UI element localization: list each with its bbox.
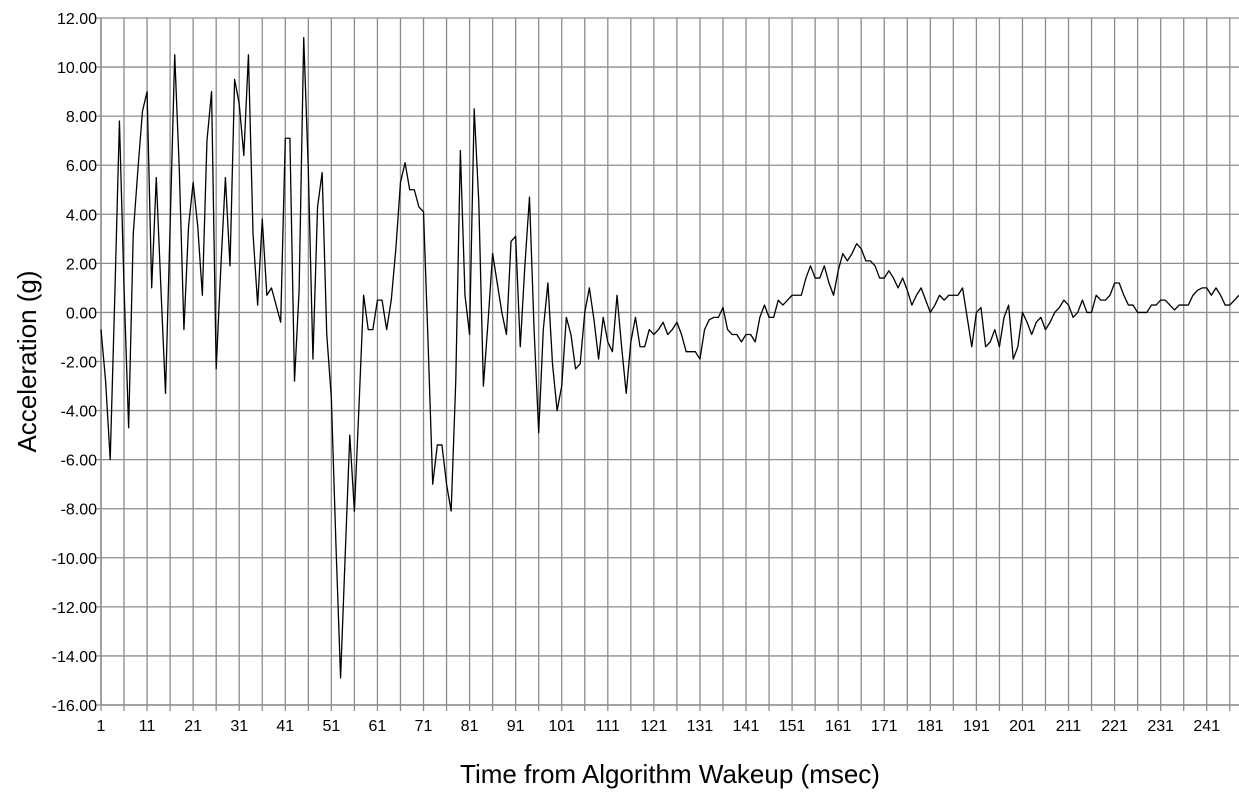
x-tick-label: 1: [97, 718, 106, 735]
x-tick-label: 31: [230, 718, 248, 735]
x-tick-label: 101: [548, 718, 575, 735]
y-tick-label: -8.00: [61, 502, 98, 519]
y-tick-label: 12.00: [57, 11, 97, 28]
x-tick-label: 151: [779, 718, 806, 735]
x-axis-ticks: 1 11 21 31 41 51 61 71 81 91 101 111 121 131 141 151 161…: [97, 705, 1231, 735]
y-axis-ticks: 12.00 10.00 8.00 6.00 4.00 2.00 0.00 -2.00 -4.00…: [52, 11, 101, 715]
y-tick-label: 0.00: [66, 305, 97, 322]
y-tick-label: 4.00: [66, 207, 97, 224]
x-tick-label: 61: [369, 718, 387, 735]
y-tick-label: 8.00: [66, 109, 97, 126]
y-tick-label: -10.00: [52, 551, 97, 568]
series-layer: [100, 36, 1239, 679]
y-axis-title: Acceleration (g): [12, 270, 42, 452]
acceleration-series-line: [100, 36, 1239, 679]
x-tick-label: 71: [415, 718, 433, 735]
x-tick-label: 231: [1147, 718, 1174, 735]
x-tick-label: 41: [276, 718, 294, 735]
x-tick-label: 131: [687, 718, 714, 735]
grid-layer: [100, 17, 1239, 706]
y-tick-label: 2.00: [66, 256, 97, 273]
x-tick-label: 81: [461, 718, 479, 735]
x-tick-label: 221: [1101, 718, 1128, 735]
y-tick-label: -12.00: [52, 600, 97, 617]
x-tick-label: 141: [733, 718, 760, 735]
x-tick-label: 51: [322, 718, 340, 735]
x-tick-label: 111: [596, 718, 620, 735]
x-tick-label: 201: [1009, 718, 1036, 735]
x-tick-label: 21: [184, 718, 202, 735]
y-tick-label: -6.00: [61, 453, 98, 470]
x-tick-label: 161: [825, 718, 852, 735]
x-tick-label: 121: [641, 718, 668, 735]
x-tick-label: 171: [871, 718, 898, 735]
x-tick-label: 181: [917, 718, 944, 735]
x-tick-label: 241: [1193, 718, 1220, 735]
y-tick-label: -4.00: [61, 404, 98, 421]
x-axis-title: Time from Algorithm Wakeup (msec): [460, 759, 880, 789]
y-tick-label: -2.00: [61, 355, 98, 372]
x-tick-label: 211: [1056, 718, 1082, 735]
y-tick-label: 10.00: [57, 60, 97, 77]
y-tick-label: 6.00: [66, 158, 97, 175]
x-tick-label: 191: [963, 718, 990, 735]
y-tick-label: -16.00: [52, 698, 97, 715]
x-tick-label: 11: [139, 718, 156, 735]
y-tick-label: -14.00: [52, 649, 97, 666]
x-tick-label: 91: [507, 718, 525, 735]
